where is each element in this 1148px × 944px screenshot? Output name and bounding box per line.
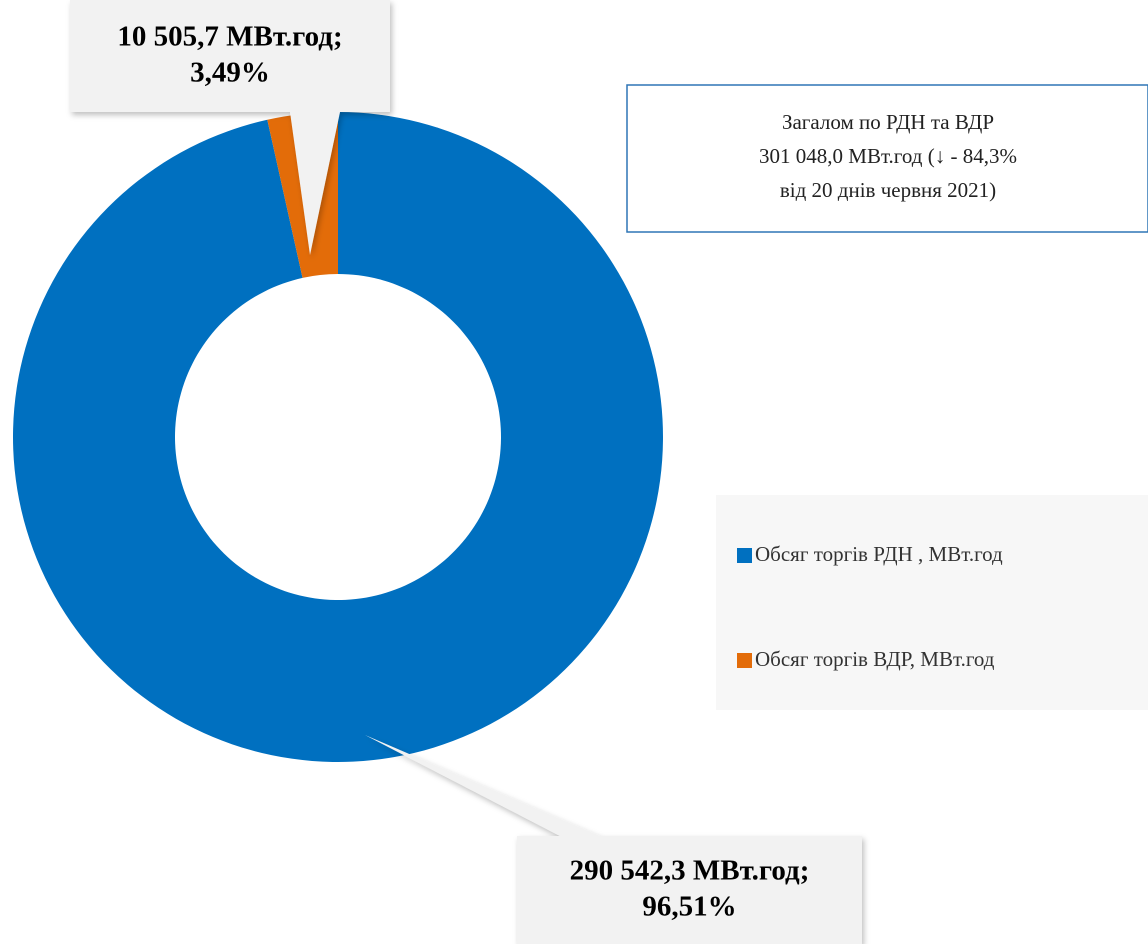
legend-box — [716, 495, 1148, 710]
value-label: 10 505,7 МВт.год; — [117, 21, 342, 53]
label-pointer — [365, 735, 600, 836]
legend-swatch — [737, 653, 752, 668]
data-label — [365, 735, 862, 944]
annotation-line: 301 048,0 МВт.год (↓ - 84,3% — [759, 144, 1017, 168]
donut-slice — [13, 112, 663, 762]
annotation-line: Загалом по РДН та ВДР — [782, 110, 994, 134]
legend-label: Обсяг торгів РДН , МВт.год — [755, 542, 1003, 566]
annotation-box — [626, 84, 1148, 233]
legend-label: Обсяг торгів ВДР, МВт.год — [755, 647, 995, 671]
label-box — [70, 0, 390, 112]
label-box — [517, 836, 862, 944]
annotation-line: від 20 днів червня 2021) — [780, 178, 996, 202]
data-label — [70, 0, 390, 255]
legend-swatch — [737, 548, 752, 563]
label-pointer — [290, 112, 340, 255]
percent-label: 3,49% — [190, 57, 270, 89]
percent-label: 96,51% — [642, 891, 736, 923]
value-label: 290 542,3 МВт.год; — [570, 855, 810, 887]
